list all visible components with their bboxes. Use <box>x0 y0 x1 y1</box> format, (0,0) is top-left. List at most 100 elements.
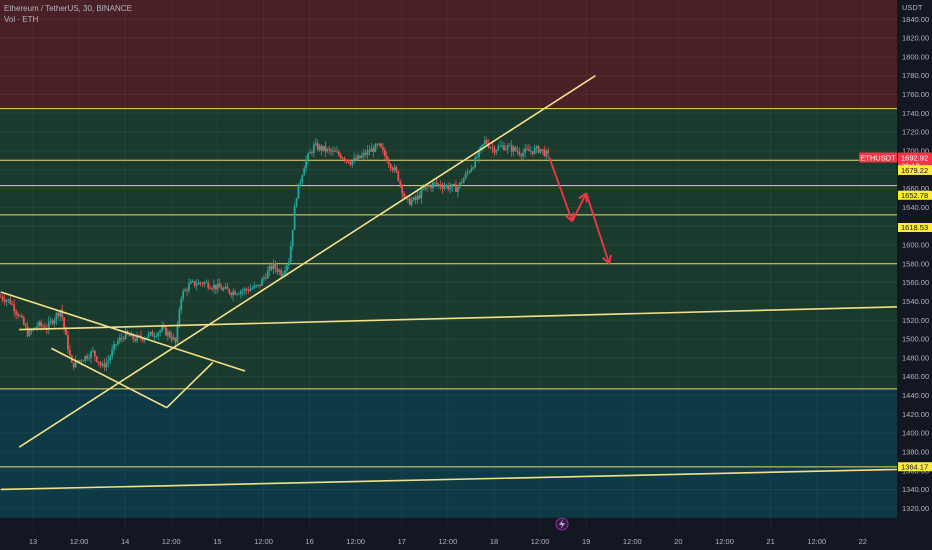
candle-body[interactable] <box>165 327 167 336</box>
candle-body[interactable] <box>247 289 250 291</box>
candle-body[interactable] <box>451 184 454 188</box>
candle-body[interactable] <box>505 148 507 150</box>
candle-body[interactable] <box>115 344 117 345</box>
candle-body[interactable] <box>249 288 252 291</box>
candle-body[interactable] <box>17 313 19 317</box>
candle-body[interactable] <box>13 304 16 312</box>
candle-body[interactable] <box>349 162 352 165</box>
candle-body[interactable] <box>28 330 31 336</box>
candle-body[interactable] <box>455 184 457 192</box>
candle-layer[interactable] <box>0 136 550 372</box>
candle-body[interactable] <box>359 155 361 158</box>
candle-body[interactable] <box>159 330 162 333</box>
candle-body[interactable] <box>337 151 340 155</box>
candle-body[interactable] <box>5 300 8 302</box>
trend-line[interactable] <box>0 291 246 372</box>
candle-body[interactable] <box>270 266 273 270</box>
candle-body[interactable] <box>51 320 54 324</box>
candle-body[interactable] <box>203 282 206 285</box>
candle-body[interactable] <box>262 277 265 279</box>
candle-body[interactable] <box>182 291 185 299</box>
candle-body[interactable] <box>61 309 64 318</box>
candle-body[interactable] <box>216 283 219 290</box>
candle-body[interactable] <box>374 144 377 152</box>
candle-body[interactable] <box>147 333 150 338</box>
candle-body[interactable] <box>168 332 171 337</box>
candle-body[interactable] <box>72 362 75 368</box>
candle-body[interactable] <box>226 286 229 290</box>
candle-body[interactable] <box>134 339 137 341</box>
candle-body[interactable] <box>15 311 17 314</box>
candle-body[interactable] <box>424 186 427 190</box>
candle-body[interactable] <box>172 337 175 340</box>
candle-body[interactable] <box>7 299 10 301</box>
candle-body[interactable] <box>90 351 92 359</box>
candle-body[interactable] <box>485 140 488 145</box>
candle-body[interactable] <box>47 321 50 330</box>
candle-body[interactable] <box>426 186 429 188</box>
candle-body[interactable] <box>399 180 402 185</box>
candle-body[interactable] <box>326 148 329 152</box>
candle-body[interactable] <box>339 154 342 158</box>
candle-body[interactable] <box>366 150 369 155</box>
candle-body[interactable] <box>428 185 430 187</box>
candle-body[interactable] <box>74 360 77 368</box>
candle-body[interactable] <box>314 143 317 145</box>
candle-body[interactable] <box>209 287 212 289</box>
candle-body[interactable] <box>541 149 544 151</box>
candle-body[interactable] <box>491 147 494 149</box>
candle-body[interactable] <box>176 324 179 343</box>
candle-body[interactable] <box>130 333 133 337</box>
candle-body[interactable] <box>510 145 513 152</box>
candle-body[interactable] <box>222 288 225 291</box>
candle-body[interactable] <box>40 321 42 326</box>
candle-body[interactable] <box>447 185 450 190</box>
candle-body[interactable] <box>78 360 81 362</box>
candle-body[interactable] <box>103 363 106 368</box>
candle-body[interactable] <box>92 350 94 352</box>
candle-body[interactable] <box>418 195 421 199</box>
candle-body[interactable] <box>533 148 536 154</box>
candle-body[interactable] <box>291 229 294 246</box>
candle-body[interactable] <box>44 326 46 330</box>
candle-body[interactable] <box>439 184 442 187</box>
candle-body[interactable] <box>311 152 313 154</box>
candle-body[interactable] <box>213 284 215 289</box>
candle-body[interactable] <box>280 270 283 276</box>
candle-body[interactable] <box>293 206 296 230</box>
candle-body[interactable] <box>224 286 227 289</box>
horizontal-levels[interactable] <box>0 108 897 468</box>
candle-body[interactable] <box>184 289 187 292</box>
candle-body[interactable] <box>214 284 217 290</box>
candle-body[interactable] <box>99 363 102 366</box>
candle-body[interactable] <box>332 150 334 152</box>
candle-body[interactable] <box>0 296 2 298</box>
candle-body[interactable] <box>241 290 244 292</box>
candle-body[interactable] <box>535 146 538 149</box>
candle-body[interactable] <box>9 299 12 304</box>
candle-body[interactable] <box>506 145 509 149</box>
candle-body[interactable] <box>383 150 386 156</box>
candle-body[interactable] <box>261 278 263 286</box>
candle-body[interactable] <box>528 149 530 152</box>
candle-body[interactable] <box>153 336 156 338</box>
candle-body[interactable] <box>312 144 315 153</box>
candle-body[interactable] <box>456 187 459 192</box>
candle-body[interactable] <box>38 321 41 326</box>
candle-body[interactable] <box>324 145 327 152</box>
candle-body[interactable] <box>86 355 89 359</box>
candle-body[interactable] <box>487 144 490 148</box>
candle-body[interactable] <box>478 149 480 158</box>
candle-body[interactable] <box>303 168 306 176</box>
candle-body[interactable] <box>228 289 231 294</box>
candle-body[interactable] <box>49 320 52 322</box>
candle-body[interactable] <box>191 281 194 282</box>
candle-body[interactable] <box>1 296 4 300</box>
candle-body[interactable] <box>437 184 440 186</box>
candle-body[interactable] <box>537 146 540 153</box>
candle-body[interactable] <box>11 303 14 305</box>
candle-body[interactable] <box>93 350 96 357</box>
candle-body[interactable] <box>268 266 271 271</box>
candle-body[interactable] <box>105 362 108 368</box>
candle-body[interactable] <box>193 281 196 286</box>
